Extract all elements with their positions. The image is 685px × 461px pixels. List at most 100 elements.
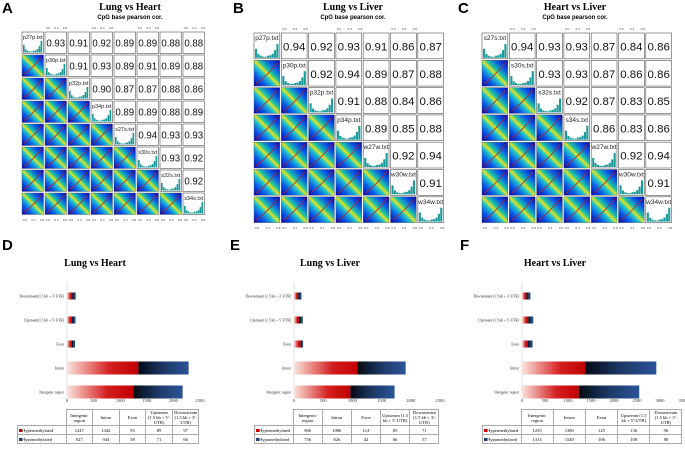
sample-label: s27s.txt xyxy=(115,127,134,133)
histogram-bar xyxy=(606,164,609,167)
histogram-bar xyxy=(537,103,540,113)
axis-tick-label: 0.0 xyxy=(184,218,189,222)
scatter-density-cell xyxy=(21,169,44,192)
correlation-value: 0.84 xyxy=(620,42,643,54)
histogram-bar xyxy=(633,191,636,195)
table-row: Hypomethylated 756 826 42 66 57 xyxy=(254,434,440,444)
table-row: Hypermethylated 1235 1380 125 136 96 xyxy=(482,425,683,435)
correlation-cell xyxy=(182,31,205,54)
histogram-bar xyxy=(621,190,624,195)
x-tick-label: 1000 xyxy=(348,398,358,403)
fit-line xyxy=(23,125,42,144)
axis-tick-label: 0.4 xyxy=(293,27,298,31)
axis-tick-label: 0.0 xyxy=(391,226,396,230)
histogram-bar xyxy=(128,141,131,145)
legend-swatch xyxy=(484,437,487,441)
correlation-cell xyxy=(159,77,182,100)
table-header: Downstream (1.5 kb + 3'-UTR) xyxy=(649,409,683,426)
histogram-bar xyxy=(364,157,367,167)
histogram-bar xyxy=(638,186,641,195)
bar-hypermethylated xyxy=(67,361,139,375)
table-cell: 966 xyxy=(292,425,323,435)
table-cell: 114 xyxy=(350,425,382,435)
bar-hypermethylated xyxy=(522,316,529,324)
axis-tick-label: 0.8 xyxy=(155,218,160,222)
scatter-density-cell xyxy=(159,192,182,215)
correlation-cell xyxy=(417,87,444,114)
histogram-bar xyxy=(84,92,87,99)
histogram-bar xyxy=(46,67,48,76)
histogram-bar xyxy=(105,118,108,122)
category-label: Exon xyxy=(283,343,291,347)
axis-tick-label: 0.4 xyxy=(575,226,580,230)
sample-label: w30w.txt xyxy=(390,172,416,179)
correlation-cell xyxy=(508,32,536,60)
histogram-bar xyxy=(435,217,438,222)
correlation-value: 0.94 xyxy=(283,42,306,54)
axis-tick-label: 0.0 xyxy=(510,27,515,31)
scatter-density-cell xyxy=(136,169,159,192)
correlation-cell xyxy=(182,77,205,100)
histogram-bar xyxy=(383,159,386,167)
histogram-bar xyxy=(346,138,349,140)
correlation-value: 0.87 xyxy=(593,96,615,108)
axis-tick-label: 0.8 xyxy=(276,226,281,230)
subtitle-b: CpG base pearson cor. xyxy=(320,15,386,21)
histogram-bar xyxy=(619,185,622,195)
bar-hypomethylated xyxy=(526,292,531,300)
bar-hypomethylated xyxy=(528,316,534,324)
axis-tick-label: 0.8 xyxy=(440,226,445,230)
histogram-bar xyxy=(303,71,306,86)
table-header: Downstream (1.5 kb + 3'-UTR) xyxy=(171,409,200,426)
diagonal-cell xyxy=(44,54,67,77)
diagonal-cell xyxy=(159,169,182,192)
table-cell: 85 xyxy=(380,425,411,435)
axis-tick-label: 0.0 xyxy=(115,218,120,222)
sample-label: p30p.txt xyxy=(283,62,306,69)
histogram-bar xyxy=(412,180,415,195)
correlation-value: 0.87 xyxy=(138,85,157,96)
subtitle-a: CpG base pearson cor. xyxy=(97,15,163,21)
fit-line xyxy=(337,198,361,221)
histogram-bar xyxy=(636,190,639,195)
histogram-bar xyxy=(494,55,497,58)
table-cell: 89 xyxy=(145,425,173,435)
histogram-bar xyxy=(147,165,150,168)
sample-label: s30s.txt xyxy=(511,62,534,69)
sample-label: w27w.txt xyxy=(363,144,389,151)
histogram-bar xyxy=(109,109,112,122)
table-cell: 88 xyxy=(649,434,683,444)
table-header: Intergenic region xyxy=(65,409,94,426)
histogram-bar xyxy=(592,157,595,167)
histogram-bar xyxy=(271,53,274,58)
bar-hypermethylated xyxy=(522,385,579,399)
histogram-bar xyxy=(663,217,666,222)
histogram-bar xyxy=(199,207,202,214)
correlation-cell xyxy=(335,32,362,60)
correlation-value: 0.91 xyxy=(648,178,670,190)
axis-tick-label: 0.0 xyxy=(69,218,74,222)
correlation-value: 0.88 xyxy=(420,69,442,81)
bar-hypermethylated xyxy=(294,292,299,300)
axis-tick-label: 0.0 xyxy=(282,27,287,31)
histogram-bar xyxy=(594,163,597,167)
correlation-cell xyxy=(159,146,182,169)
histogram-bar xyxy=(564,130,567,140)
table-cell: 108 xyxy=(617,434,651,444)
histogram-bar xyxy=(355,132,359,140)
table-row: Hypomethylated 1314 1540 106 108 88 xyxy=(482,434,683,444)
histogram-bar xyxy=(396,192,399,195)
histogram-bar xyxy=(613,153,616,167)
histogram-bar xyxy=(32,50,35,53)
correlation-cell xyxy=(417,141,444,169)
chart-title-f: Heart vs Liver xyxy=(523,258,587,269)
correlation-cell xyxy=(308,32,335,60)
histogram-bar xyxy=(289,83,292,86)
histogram-bar xyxy=(512,81,515,86)
fit-line xyxy=(538,198,561,221)
correlation-cell xyxy=(90,31,113,54)
histogram-bar xyxy=(166,189,169,191)
histogram-bar xyxy=(55,73,58,76)
fit-line xyxy=(538,171,561,194)
x-tick-label: 1000 xyxy=(564,398,574,403)
